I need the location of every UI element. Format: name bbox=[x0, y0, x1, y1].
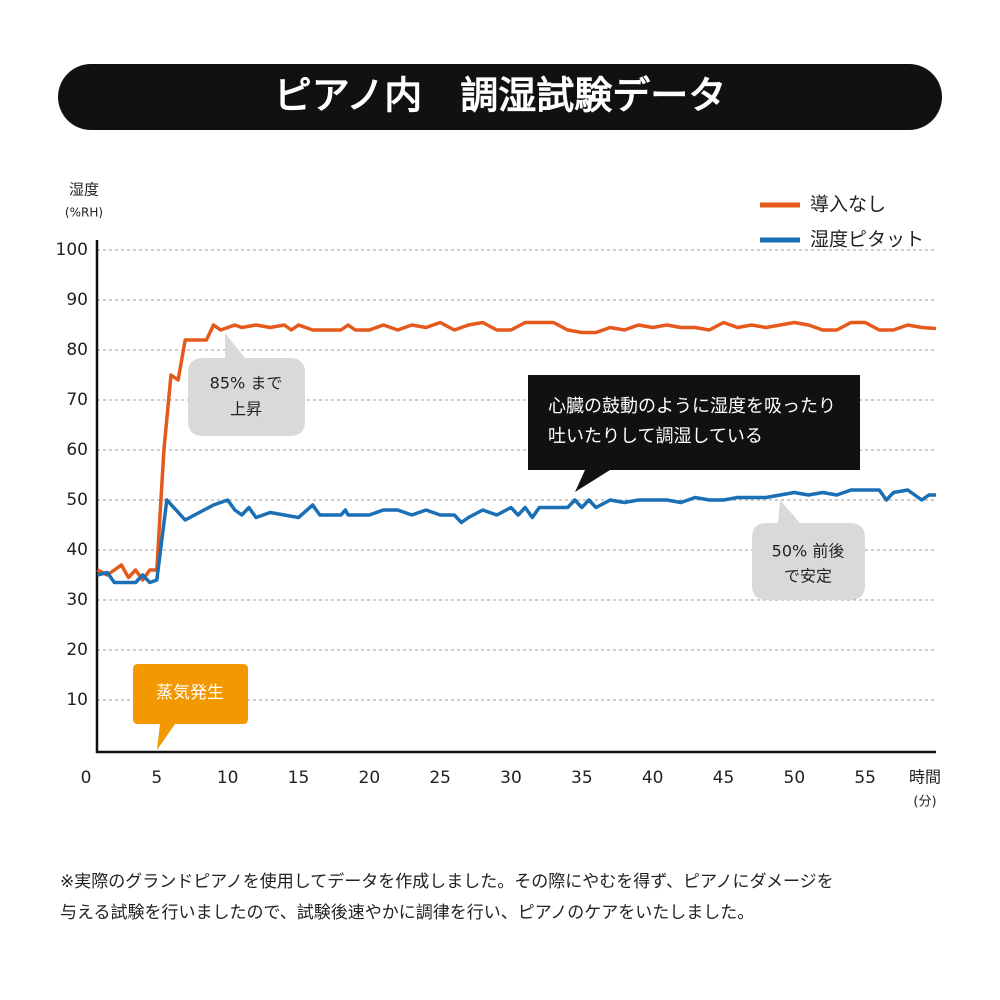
x-tick-label: 0 bbox=[81, 768, 92, 788]
annotation: 心臓の鼓動のように湿度を吸ったり bbox=[548, 396, 836, 417]
x-tick-label: 30 bbox=[500, 768, 522, 788]
y-tick-label: 10 bbox=[66, 690, 88, 710]
annotation: 85% まで bbox=[210, 374, 283, 393]
x-tick-label: 40 bbox=[642, 768, 664, 788]
footnote: 与える試験を行いましたので、試験後速やかに調律を行い、ピアノのケアをいたしました… bbox=[60, 903, 754, 923]
legend-label: 湿度ピタット bbox=[810, 229, 924, 251]
x-axis-label: 時間 bbox=[909, 768, 941, 787]
callout-bubble bbox=[188, 333, 305, 436]
x-tick-label: 25 bbox=[429, 768, 451, 788]
y-axis-unit: (%RH) bbox=[65, 206, 103, 220]
annotation: 50% 前後 bbox=[772, 542, 845, 561]
y-tick-label: 70 bbox=[66, 390, 88, 410]
callout-box bbox=[528, 375, 860, 492]
y-tick-label: 30 bbox=[66, 590, 88, 610]
callout-bubble bbox=[752, 500, 865, 600]
x-tick-label: 55 bbox=[854, 768, 876, 788]
series-line bbox=[96, 488, 936, 585]
annotation: 蒸気発生 bbox=[156, 683, 224, 703]
y-tick-label: 90 bbox=[66, 290, 88, 310]
y-tick-label: 100 bbox=[56, 240, 88, 260]
x-tick-label: 10 bbox=[217, 768, 239, 788]
y-axis-label: 湿度 bbox=[69, 181, 99, 199]
title-bar bbox=[58, 64, 942, 130]
x-tick-label: 20 bbox=[359, 768, 381, 788]
y-tick-label: 60 bbox=[66, 440, 88, 460]
y-tick-label: 80 bbox=[66, 340, 88, 360]
x-tick-label: 15 bbox=[288, 768, 310, 788]
x-tick-label: 5 bbox=[151, 768, 162, 788]
x-axis-unit: (分) bbox=[913, 795, 936, 810]
y-tick-label: 40 bbox=[66, 540, 88, 560]
footnote: ※実際のグランドピアノを使用してデータを作成しました。その際にやむを得ず、ピアノ… bbox=[60, 871, 834, 892]
x-tick-label: 35 bbox=[571, 768, 593, 788]
x-tick-label: 50 bbox=[784, 768, 806, 788]
y-tick-label: 20 bbox=[66, 640, 88, 660]
annotation: 上昇 bbox=[230, 400, 262, 419]
annotation: で安定 bbox=[784, 567, 832, 586]
legend-label: 導入なし bbox=[810, 194, 886, 216]
x-tick-label: 45 bbox=[713, 768, 735, 788]
annotation: 吐いたりして調湿している bbox=[548, 426, 763, 447]
chart-title: ピアノ内 調湿試験データ bbox=[274, 74, 727, 118]
series-line bbox=[96, 320, 937, 582]
callout-box bbox=[133, 664, 248, 750]
y-tick-label: 50 bbox=[66, 490, 88, 510]
